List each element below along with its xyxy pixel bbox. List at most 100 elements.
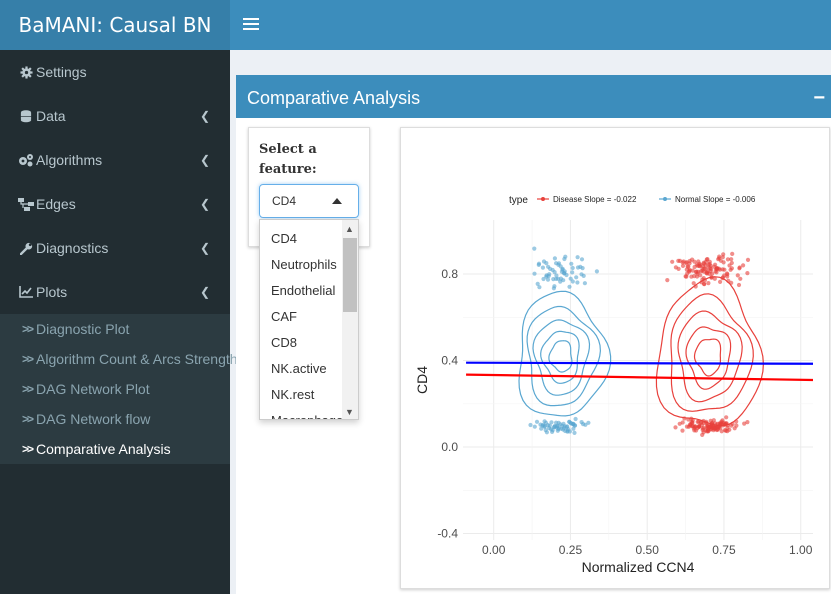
normal-contour (518, 290, 612, 417)
feature-select-label: Select a feature: (259, 142, 317, 177)
dropdown-option[interactable]: CD4 (271, 231, 298, 246)
double-chevron-right-icon: >> (22, 412, 34, 426)
x-axis-label: Normalized CCN4 (582, 559, 695, 575)
app-logo[interactable]: BaMANI: Causal BN (0, 0, 230, 50)
plots-submenu: >> Diagnostic Plot >> Algorithm Count & … (0, 314, 238, 464)
normal-point (535, 281, 540, 286)
sidebar: Settings Data ❮ Algorithms ❮ Edges ❮ Dia… (0, 50, 238, 594)
y-tick-label: -0.4 (437, 527, 458, 541)
normal-point (532, 246, 537, 251)
collapse-button[interactable]: − (813, 87, 825, 109)
dropdown-option[interactable]: Neutrophils (271, 257, 337, 272)
disease-point (701, 418, 706, 424)
normal-point (566, 427, 571, 432)
submenu-item-algorithm-count[interactable]: >> Algorithm Count & Arcs Strength (0, 344, 238, 374)
dropdown-option[interactable]: Macrophage (260, 408, 358, 419)
submenu-item-label: DAG Network Plot (36, 381, 150, 397)
disease-point (734, 419, 739, 424)
disease-point (670, 259, 675, 264)
submenu-item-diagnostic-plot[interactable]: >> Diagnostic Plot (0, 314, 230, 344)
x-tick-label: 0.50 (636, 543, 660, 557)
dropdown-options: CD4 Neutrophils Endothelial CAF CD8 NK.active… (260, 226, 358, 419)
sidebar-item-edges[interactable]: Edges ❮ (0, 182, 230, 226)
disease-point (705, 257, 710, 262)
disease-contour (655, 276, 765, 427)
dropdown-option[interactable]: NK.active (271, 361, 327, 376)
submenu-item-dag-network-plot[interactable]: >> DAG Network Plot (0, 374, 230, 404)
disease-point (721, 252, 726, 257)
disease-point (714, 266, 719, 272)
disease-point (725, 272, 730, 277)
feature-dropdown-list[interactable]: CD4 Neutrophils Endothelial CAF CD8 NK.active… (259, 219, 359, 420)
x-tick-label: 1.00 (789, 543, 813, 557)
sidebar-item-data[interactable]: Data ❮ (0, 94, 230, 138)
submenu-item-dag-network-flow[interactable]: >> DAG Network flow (0, 404, 230, 434)
disease-point (700, 427, 705, 433)
box-header: Comparative Analysis − (236, 78, 831, 118)
submenu-item-comparative-analysis[interactable]: >> Comparative Analysis (0, 434, 230, 464)
sidebar-item-label: Algorithms (36, 152, 103, 168)
normal-point (550, 428, 555, 433)
disease-point (693, 284, 698, 289)
scroll-up-icon[interactable]: ▲ (345, 224, 354, 234)
dropdown-scrollbar[interactable]: ▲ ▼ (342, 220, 358, 419)
legend-entry-label: Disease Slope = -0.022 (553, 195, 637, 204)
dropdown-option[interactable]: CAF (271, 309, 297, 324)
sidebar-item-diagnostics[interactable]: Diagnostics ❮ (0, 226, 230, 270)
legend-title: type (509, 195, 528, 206)
sidebar-item-label: Diagnostics (36, 240, 109, 256)
normal-point (545, 277, 551, 282)
box-title: Comparative Analysis (247, 88, 421, 108)
disease-point (712, 276, 717, 281)
scroll-down-icon[interactable]: ▼ (345, 407, 354, 417)
disease-point (689, 416, 694, 421)
normal-point (579, 272, 584, 277)
normal-point (548, 266, 553, 271)
y-tick-label: 0.0 (441, 440, 458, 454)
x-tick-label: 0.25 (559, 543, 583, 557)
disease-point (680, 428, 685, 433)
disease-point (692, 259, 697, 264)
sidebar-item-label: Edges (36, 196, 76, 212)
disease-point (707, 259, 712, 264)
caret-up-icon (332, 198, 342, 204)
scrollbar-thumb[interactable] (343, 238, 357, 312)
disease-point (688, 423, 693, 428)
normal-point (542, 423, 547, 429)
disease-point (730, 251, 735, 256)
submenu-item-label: DAG Network flow (36, 411, 151, 427)
normal-slope-line (466, 361, 814, 365)
disease-point (745, 257, 751, 262)
normal-point (560, 423, 565, 428)
chevron-left-icon: ❮ (199, 197, 210, 211)
disease-contour (670, 293, 754, 412)
disease-point (732, 426, 737, 431)
normal-point (574, 275, 579, 280)
sidebar-item-algorithms[interactable]: Algorithms ❮ (0, 138, 230, 182)
normal-point (581, 422, 586, 427)
database-icon (18, 109, 34, 123)
disease-point (677, 421, 682, 426)
comparative-plot-panel: 0.00 0.25 0.50 0.75 1.00 -0.4 0.0 0.4 0.8 Normali… (400, 127, 830, 589)
sidebar-toggle-button[interactable] (243, 15, 259, 35)
disease-point (737, 266, 742, 271)
normal-point (552, 270, 557, 275)
disease-point (702, 266, 707, 271)
dropdown-option[interactable]: NK.rest (271, 387, 315, 402)
disease-point (697, 423, 702, 428)
normal-point (561, 427, 566, 432)
legend-key-point (663, 197, 667, 201)
normal-point (562, 256, 567, 262)
feature-select-input[interactable]: CD4 (259, 184, 359, 218)
normal-point (567, 284, 572, 289)
sidebar-item-settings[interactable]: Settings (0, 50, 230, 94)
dropdown-option[interactable]: CD8 (271, 335, 298, 350)
normal-point (537, 285, 542, 290)
dropdown-option[interactable]: Endothelial (271, 283, 336, 298)
normal-point (541, 276, 546, 282)
normal-point (540, 265, 545, 270)
disease-point (699, 280, 704, 285)
normal-point (575, 280, 580, 285)
disease-point (691, 281, 696, 286)
sidebar-item-plots[interactable]: Plots ❮ (0, 270, 230, 314)
